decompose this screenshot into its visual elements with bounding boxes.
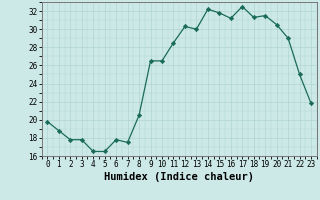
X-axis label: Humidex (Indice chaleur): Humidex (Indice chaleur) xyxy=(104,172,254,182)
